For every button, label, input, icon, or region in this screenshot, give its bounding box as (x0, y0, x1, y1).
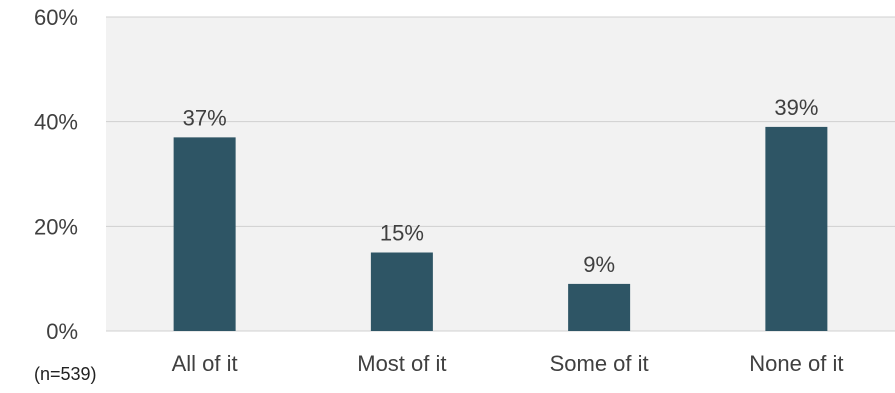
data-label: 9% (583, 252, 615, 277)
data-label: 37% (183, 105, 227, 130)
plot-area (106, 17, 895, 331)
y-axis-ticks: 0% 20% 40% 60% (34, 5, 78, 344)
category-label: All of it (172, 351, 238, 376)
sample-size-note: (n=539) (34, 364, 97, 384)
category-label: None of it (749, 351, 843, 376)
data-labels: 37% 15% 9% 39% (183, 95, 819, 277)
bar (173, 137, 236, 331)
category-labels: All of it Most of it Some of it None of it (172, 351, 844, 376)
bar (765, 126, 828, 332)
category-label: Some of it (550, 351, 649, 376)
category-label: Most of it (357, 351, 446, 376)
bar (568, 283, 631, 331)
gridlines (106, 16, 895, 332)
y-tick-label: 0% (46, 319, 78, 344)
y-tick-label: 20% (34, 214, 78, 239)
y-tick-label: 60% (34, 5, 78, 30)
bar (370, 252, 433, 331)
bars (173, 126, 828, 332)
data-label: 15% (380, 221, 424, 246)
data-label: 39% (774, 95, 818, 120)
y-tick-label: 40% (34, 110, 78, 135)
